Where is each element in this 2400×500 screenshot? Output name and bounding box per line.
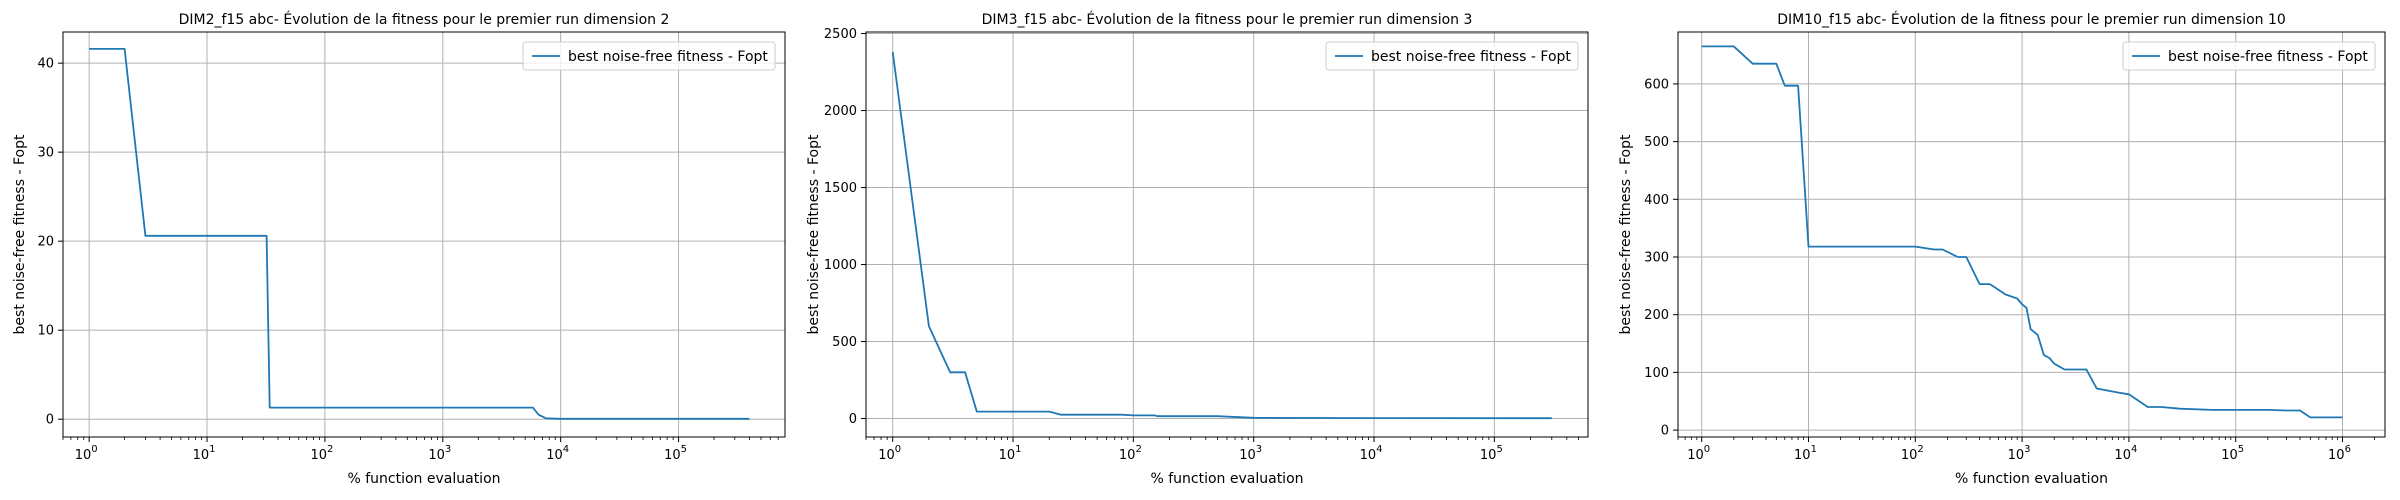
chart-panel-1: 100 101 102 103 104 105 0 10 20 30 40 DIM2_f15 abc-…	[12, 11, 786, 487]
series-line	[1701, 45, 2343, 419]
y-tick-label: 0	[849, 412, 857, 427]
y-axis-label: best noise-free fitness - Fopt	[806, 134, 822, 334]
x-tick-label: 103	[1239, 444, 1262, 463]
x-tick-label: 100	[878, 444, 901, 463]
x-tick-label: 103	[428, 444, 451, 463]
x-axis-label: % function evaluation	[1150, 471, 1303, 487]
x-axis-label: % function evaluation	[347, 471, 500, 487]
x-tick-label: 102	[1119, 444, 1142, 463]
y-tick-label: 20	[37, 235, 54, 250]
series-line	[891, 51, 1552, 420]
y-tick-label: 100	[1644, 366, 1669, 381]
x-tick-label: 105	[1480, 444, 1503, 463]
y-tick-label: 300	[1644, 251, 1669, 266]
y-tick-label: 200	[1644, 308, 1669, 323]
x-tick-label: 102	[310, 444, 333, 463]
chart-title: DIM3_f15 abc- Évolution de la fitness po…	[982, 11, 1473, 28]
x-tick-label: 100	[1687, 444, 1710, 463]
x-tick-label: 101	[999, 444, 1022, 463]
y-tick-label: 10	[37, 324, 54, 339]
y-tick-label: 500	[832, 335, 857, 350]
x-tick-label: 101	[193, 444, 216, 463]
y-tick-label: 2500	[824, 27, 857, 42]
y-tick-label: 400	[1644, 193, 1669, 208]
x-tick-label: 100	[75, 444, 98, 463]
chart-title: DIM10_f15 abc- Évolution de la fitness p…	[1777, 11, 2286, 28]
axes-frame	[865, 31, 1589, 438]
x-tick-label: 104	[546, 444, 569, 463]
y-tick-label: 40	[37, 57, 54, 72]
y-axis-label: best noise-free fitness - Fopt	[12, 134, 28, 334]
legend-box	[1325, 41, 1579, 71]
x-tick-label: 103	[2008, 444, 2031, 463]
y-tick-label: 0	[1661, 424, 1669, 439]
legend-box	[522, 41, 776, 71]
y-tick-label: 600	[1644, 77, 1669, 92]
y-tick-label: 500	[1644, 135, 1669, 150]
x-tick-label: 106	[2328, 444, 2351, 463]
legend-label: best noise-free fitness - Fopt	[568, 49, 768, 65]
x-tick-label: 105	[664, 444, 687, 463]
axes-frame	[1677, 31, 2386, 438]
x-tick-label: 101	[1794, 444, 1817, 463]
chart-title: DIM2_f15 abc- Évolution de la fitness po…	[179, 11, 670, 28]
x-tick-label: 104	[1360, 444, 1383, 463]
x-tick-label: 104	[2114, 444, 2137, 463]
legend-label: best noise-free fitness - Fopt	[1371, 49, 1571, 65]
y-tick-label: 0	[46, 413, 54, 428]
y-tick-label: 30	[37, 146, 54, 161]
legend-box	[2122, 41, 2376, 71]
axes-frame	[62, 31, 786, 438]
chart-panel-3: 100 101 102 103 104 105 106 0 100 200 300 400 500 600…	[1618, 11, 2386, 487]
y-tick-label: 1500	[824, 181, 857, 196]
chart-panel-2: 100 101 102 103 104 105 0 500 1000 1500 2000 2500 DI…	[806, 11, 1589, 487]
y-tick-label: 1000	[824, 258, 857, 273]
x-tick-label: 105	[2221, 444, 2244, 463]
legend-label: best noise-free fitness - Fopt	[2168, 49, 2368, 65]
y-tick-label: 2000	[824, 104, 857, 119]
x-axis-label: % function evaluation	[1955, 471, 2108, 487]
y-axis-label: best noise-free fitness - Fopt	[1618, 134, 1634, 334]
x-tick-label: 102	[1901, 444, 1924, 463]
series-line	[89, 48, 750, 420]
